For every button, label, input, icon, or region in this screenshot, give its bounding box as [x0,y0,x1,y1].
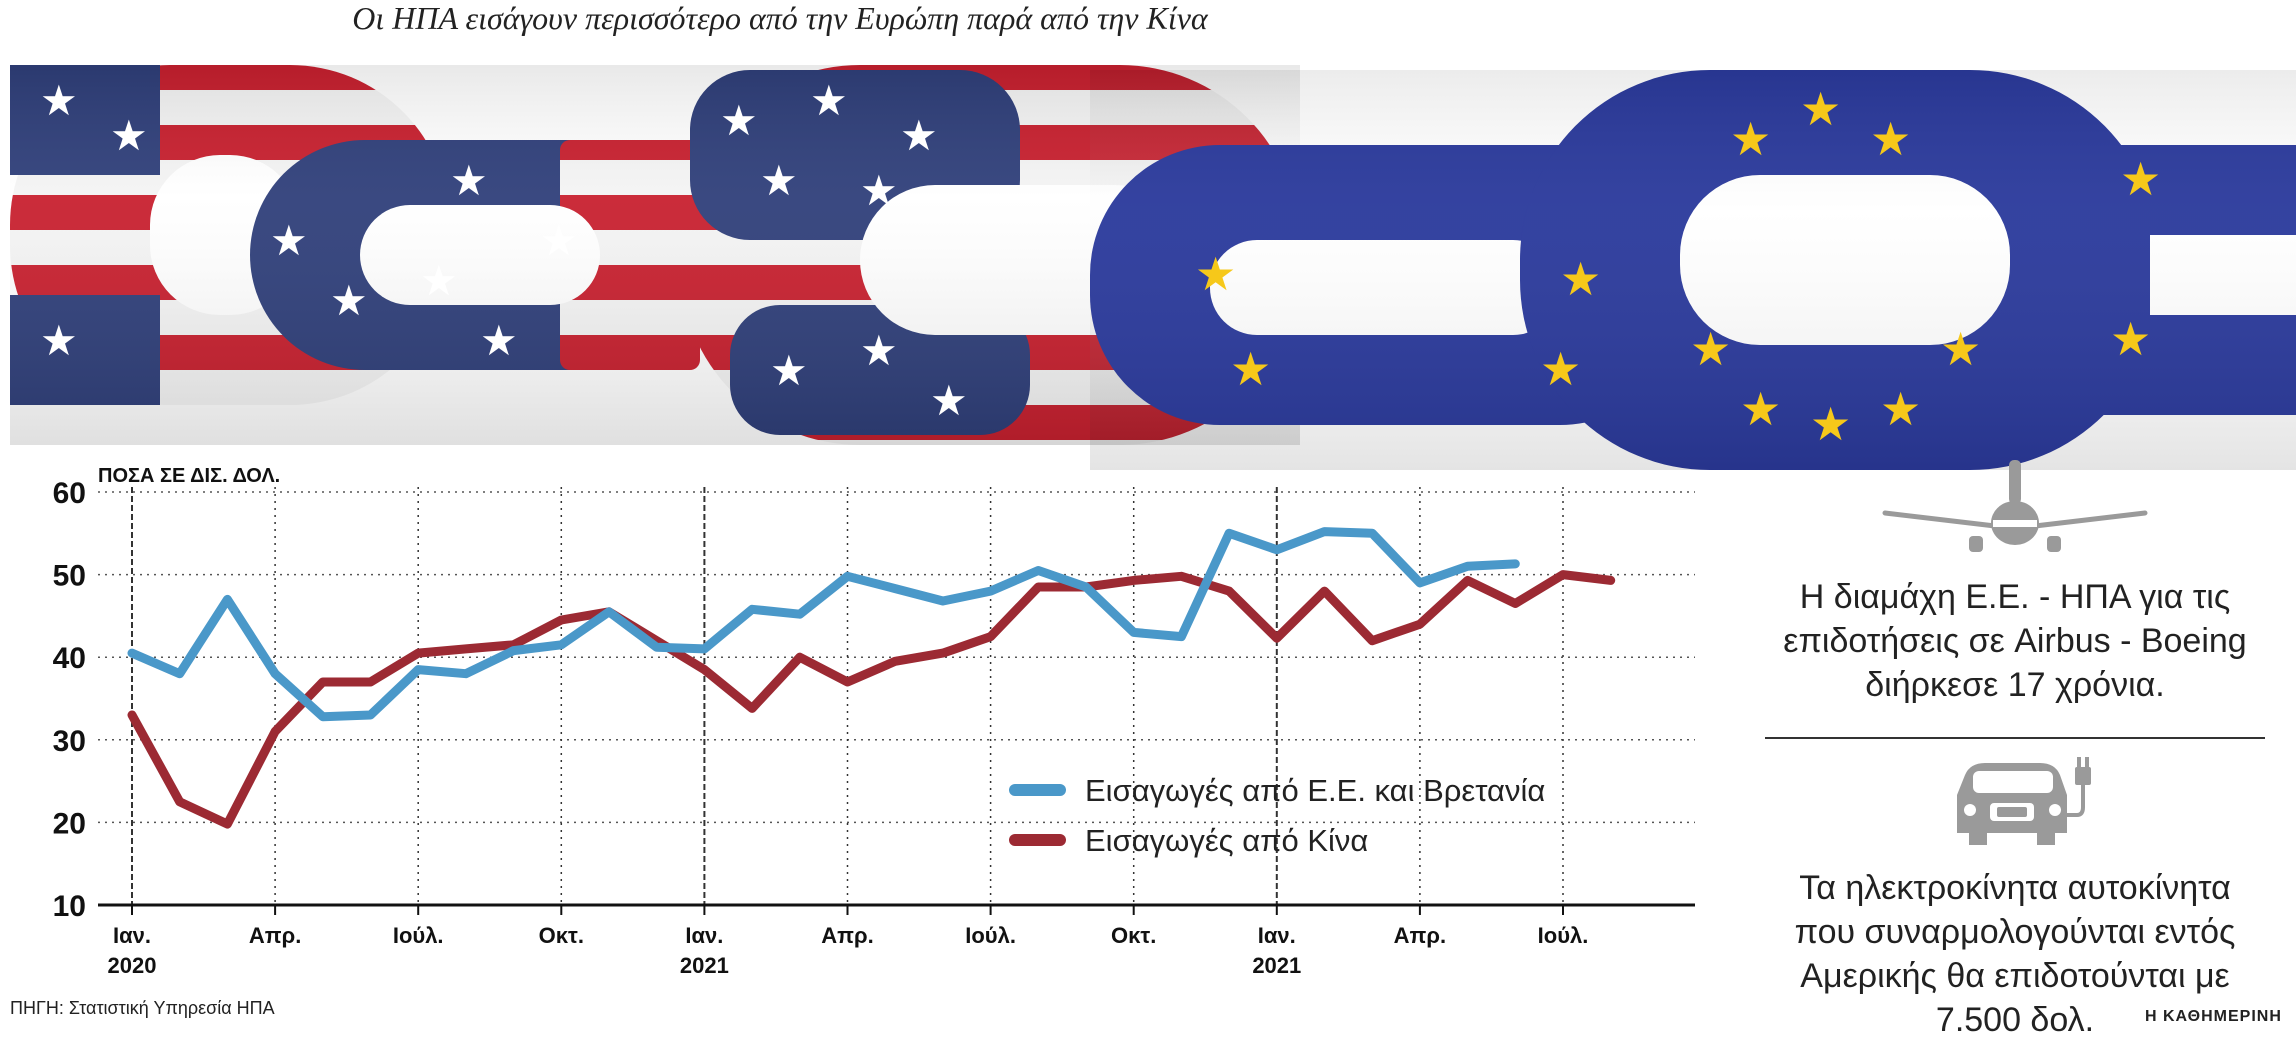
svg-text:★: ★ [1940,322,1981,376]
svg-text:★: ★ [860,166,898,215]
svg-text:★: ★ [760,156,798,205]
svg-text:★: ★ [810,76,848,125]
y-axis-label: ΠΟΣΑ ΣΕ ΔΙΣ. ΔΟΛ. [98,465,280,487]
svg-text:★: ★ [40,76,78,125]
svg-text:★: ★ [2110,312,2151,366]
svg-text:★: ★ [1560,252,1601,306]
y-tick-label: 40 [53,642,86,675]
svg-text:★: ★ [2120,152,2161,206]
y-tick-label: 20 [53,807,86,840]
svg-text:★: ★ [110,111,148,160]
airbus-boeing-fact: Η διαμάχη Ε.Ε. - ΗΠΑ για τις επιδοτήσεις… [1783,578,2247,704]
x-tick-label: Ιούλ. [393,923,444,948]
svg-text:★: ★ [1690,322,1731,376]
side-divider [1765,737,2265,739]
svg-text:★: ★ [1195,247,1236,301]
x-tick-label: Ιαν. [1258,923,1296,948]
svg-text:★: ★ [1870,112,1911,166]
y-tick-label: 30 [53,725,86,758]
airplane-icon [1882,460,2148,552]
x-tick-label: Ιαν. [113,923,151,948]
chart-legend: Εισαγωγές από Ε.Ε. και Βρετανία Εισαγωγές… [1009,773,1545,858]
svg-text:★: ★ [480,316,518,365]
chart-grid [98,487,1695,905]
series-line-eu-uk [127,527,1520,722]
svg-text:★: ★ [1230,342,1271,396]
x-axis: Ιαν. 2020 Απρ. Ιούλ. Οκτ. Ιαν. 2021 Απρ. Ιούλ. Οκ… [108,905,1589,978]
x-tick-year: 2021 [1252,953,1301,978]
chart-title: Οι ΗΠΑ εισάγουν περισσότερο από την Ευρώ… [352,0,1208,36]
us-eu-chain-illustration: ★★★ ★★ ★ ★★★ ★ ★★ ★ ★★ ★★ ★★ ★ ★★★ ★★ ★ ★★ ★ ★… [10,65,2296,470]
y-tick-label: 10 [53,890,86,923]
source-note: ΠΗΓΗ: Στατιστική Υπηρεσία ΗΠΑ [10,998,275,1018]
line-chart: ΠΟΣΑ ΣΕ ΔΙΣ. ΔΟΛ. 10 20 30 40 50 60 Ιαν. 2020 Α… [53,465,1695,978]
svg-text:★: ★ [40,316,78,365]
svg-text:★: ★ [450,156,488,205]
svg-text:★: ★ [770,346,808,395]
x-tick-label: Οκτ. [539,923,584,948]
x-tick-label: Ιαν. [685,923,723,948]
svg-text:★: ★ [930,376,968,425]
x-tick-year: 2020 [108,953,157,978]
svg-text:★: ★ [720,96,758,145]
x-tick-label: Απρ. [1394,923,1446,948]
svg-text:★: ★ [1810,397,1851,451]
y-axis: 10 20 30 40 50 60 [53,477,1695,923]
electric-car-icon [1957,757,2091,845]
svg-text:★: ★ [420,256,458,305]
y-tick-label: 50 [53,560,86,593]
svg-text:★: ★ [1800,82,1841,136]
y-tick-label: 60 [53,477,86,510]
series-line-china [127,570,1616,829]
publisher-signature: Η ΚΑΘΗΜΕΡΙΝΗ [2145,1008,2282,1025]
x-tick-label: Ιούλ. [965,923,1016,948]
legend-label: Εισαγωγές από Κίνα [1085,823,1368,858]
x-tick-label: Ιούλ. [1538,923,1589,948]
svg-text:★: ★ [860,326,898,375]
svg-text:★: ★ [1540,342,1581,396]
svg-text:★: ★ [1730,112,1771,166]
x-tick-year: 2021 [680,953,729,978]
svg-text:★: ★ [270,216,308,265]
svg-text:★: ★ [1740,382,1781,436]
svg-text:★: ★ [540,216,578,265]
svg-text:★: ★ [330,276,368,325]
svg-text:★: ★ [1880,382,1921,436]
x-tick-label: Οκτ. [1111,923,1156,948]
x-tick-label: Απρ. [821,923,873,948]
eu-chain-links: ★★ ★ ★★★ ★★ ★ ★★ ★ ★★ [1090,70,2296,470]
svg-text:★: ★ [900,111,938,160]
x-tick-label: Απρ. [249,923,301,948]
us-chain-links: ★★★ ★★ ★ ★★★ ★ ★★ ★ ★★ ★★ [10,65,1300,445]
legend-label: Εισαγωγές από Ε.Ε. και Βρετανία [1085,773,1545,808]
chart-series [127,527,1616,829]
